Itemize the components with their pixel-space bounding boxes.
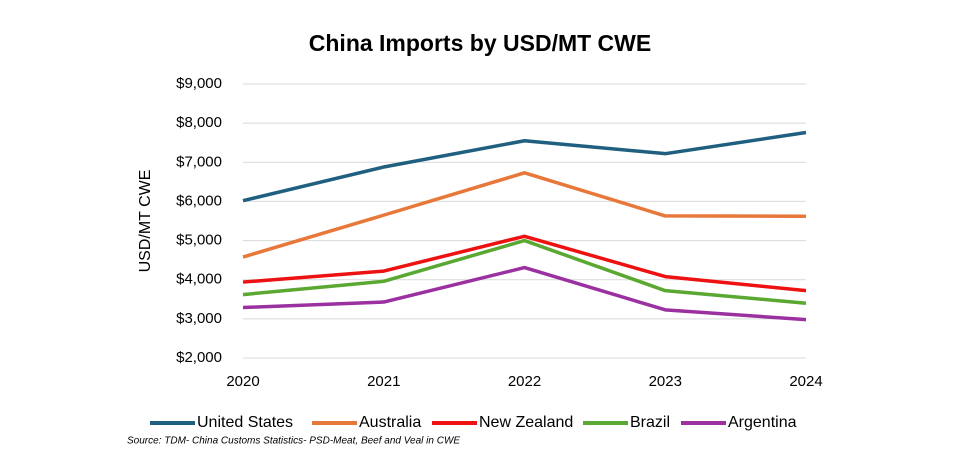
- x-tick-label: 2023: [649, 373, 682, 390]
- y-tick-label: $2,000: [176, 349, 222, 366]
- y-tick-label: $7,000: [176, 153, 222, 170]
- y-tick-label: $8,000: [176, 114, 222, 131]
- legend-label: United States: [197, 414, 293, 431]
- y-tick-label: $3,000: [176, 310, 222, 327]
- legend-label: Argentina: [728, 414, 797, 431]
- x-tick-label: 2022: [508, 373, 541, 390]
- x-tick-label: 2021: [367, 373, 400, 390]
- x-tick-label: 2020: [226, 373, 259, 390]
- series-line: [242, 265, 807, 322]
- series-line: [242, 171, 807, 259]
- series-line: [242, 130, 807, 203]
- source-note: Source: TDM- China Customs Statistics- P…: [127, 436, 460, 447]
- y-tick-label: $4,000: [176, 271, 222, 288]
- chart-title: China Imports by USD/MT CWE: [309, 30, 651, 56]
- y-tick-label: $9,000: [176, 75, 222, 92]
- y-axis-label: USD/MT CWE: [137, 170, 154, 273]
- legend-label: Australia: [359, 414, 421, 431]
- x-tick-label: 2024: [789, 373, 822, 390]
- y-tick-label: $6,000: [176, 192, 222, 209]
- y-tick-label: $5,000: [176, 232, 222, 249]
- series-line: [242, 238, 807, 305]
- series-line: [242, 234, 807, 293]
- legend-label: Brazil: [630, 414, 670, 431]
- legend-label: New Zealand: [479, 414, 573, 431]
